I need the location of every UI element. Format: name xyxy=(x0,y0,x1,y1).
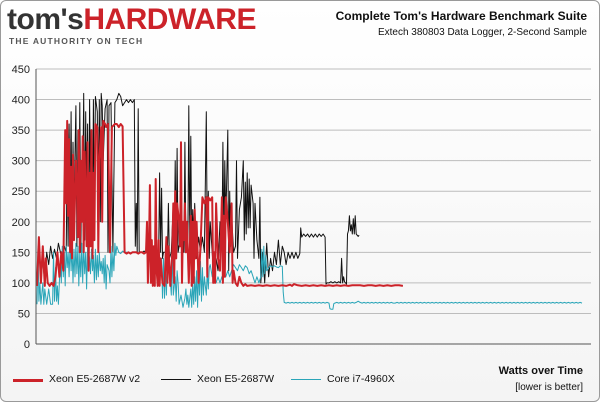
chart-title: Complete Tom's Hardware Benchmark Suite xyxy=(335,9,587,23)
y-tick-label: 300 xyxy=(12,156,30,168)
series-line-0 xyxy=(36,119,404,287)
y-tick-label: 250 xyxy=(12,186,30,198)
y-tick-label: 0 xyxy=(24,339,30,351)
legend-label: Xeon E5-2687W v2 xyxy=(49,373,141,385)
series-line-2 xyxy=(36,242,583,310)
logo-wordmark: tom'sHARDWARE xyxy=(7,3,256,37)
chart-subtitle: Extech 380803 Data Logger, 2-Second Samp… xyxy=(377,27,587,38)
y-tick-label: 450 xyxy=(12,64,30,76)
legend: Xeon E5-2687W v2 Xeon E5-2687W Core i7-496… xyxy=(13,371,433,391)
y-tick-label: 100 xyxy=(12,278,30,290)
logo-wordmark-part2: HARDWARE xyxy=(83,3,256,36)
y-tick-label: 200 xyxy=(12,217,30,229)
y-tick-label: 50 xyxy=(18,308,30,320)
y-axis-ticks: 0 50 100 150 200 250 300 350 400 450 xyxy=(12,64,30,351)
y-tick-label: 350 xyxy=(12,125,30,137)
x-axis-note: [lower is better] xyxy=(515,382,583,393)
y-tick-label: 150 xyxy=(12,247,30,259)
legend-swatch xyxy=(291,379,321,380)
axis-layer xyxy=(35,69,591,345)
grid-layer xyxy=(36,68,591,314)
legend-label: Xeon E5-2687W xyxy=(197,373,275,385)
logo-wordmark-part1: tom's xyxy=(7,3,84,36)
logo-tagline: THE AUTHORITY ON TECH xyxy=(9,36,144,46)
series-layer xyxy=(36,92,583,310)
legend-label: Core i7-4960X xyxy=(327,373,395,385)
legend-swatch xyxy=(161,379,191,380)
legend-swatch xyxy=(13,379,43,382)
x-axis-label: Watts over Time xyxy=(498,365,583,377)
y-tick-label: 400 xyxy=(12,95,30,107)
toms-hardware-logo: tom'sHARDWARE THE AUTHORITY ON TECH xyxy=(7,3,277,47)
